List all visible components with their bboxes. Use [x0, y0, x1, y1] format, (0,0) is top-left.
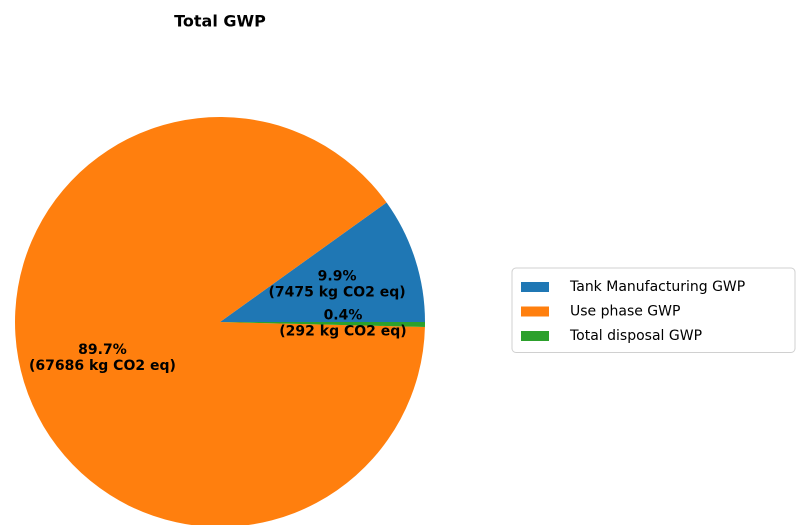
legend-swatch: [521, 331, 549, 341]
legend-swatch: [521, 306, 549, 317]
chart-title: Total GWP: [174, 12, 266, 31]
legend-label: Use phase GWP: [570, 304, 680, 320]
slice-label: 9.9% (7475 kg CO2 eq): [269, 268, 406, 300]
legend-box: [511, 267, 796, 353]
pie-slice: [220, 202, 425, 322]
pie-slice: [220, 322, 425, 327]
legend-label: Tank Manufacturing GWP: [569, 279, 745, 295]
slice-label: 89.7% (67686 kg CO2 eq): [29, 342, 176, 374]
legend-label: Total disposal GWP: [569, 328, 702, 344]
pie-slice: [15, 117, 425, 525]
legend-swatch: [521, 282, 549, 292]
slice-label: 0.4% (292 kg CO2 eq): [279, 307, 406, 339]
